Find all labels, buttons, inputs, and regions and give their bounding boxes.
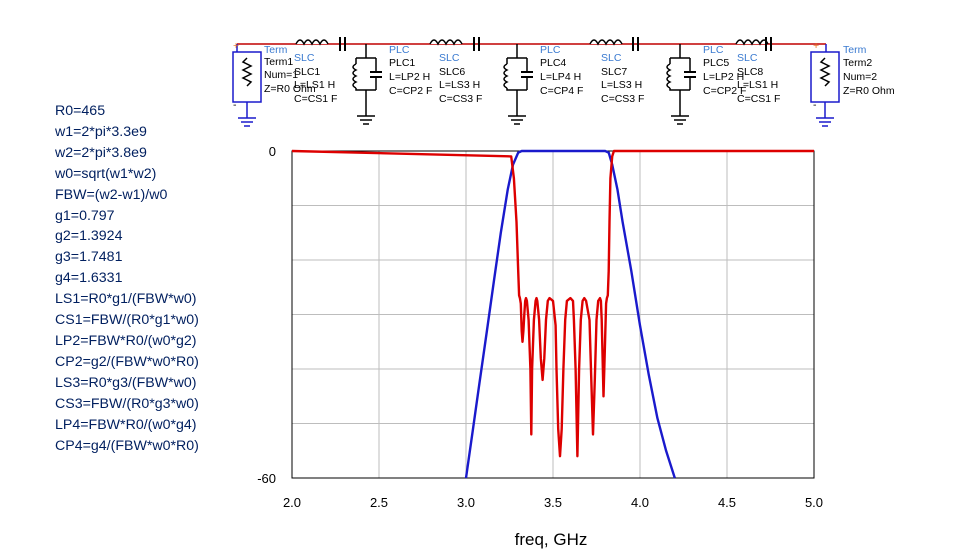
equation-line: g1=0.797 xyxy=(55,207,115,224)
y-tick-label: -60 xyxy=(257,471,276,486)
equation-line: CS1=FBW/(R0*g1*w0) xyxy=(55,312,199,329)
slc7-component[interactable] xyxy=(589,37,639,51)
slc8-name: SLC8 xyxy=(737,66,763,78)
equations-block: R0=465 w1=2*pi*3.3e9 w2=2*pi*3.8e9 w0=sq… xyxy=(55,101,295,456)
equation-line: g3=1.7481 xyxy=(55,249,123,266)
y-axis-ticks: 0 -60 xyxy=(257,144,276,486)
equation-line: R0=465 xyxy=(55,103,106,119)
equation-line: CP4=g4/(FBW*w0*R0) xyxy=(55,437,199,454)
plc1-type: PLC xyxy=(389,44,410,56)
plot-grid xyxy=(292,151,814,478)
slc7-c: C=CS3 F xyxy=(601,93,644,105)
x-tick-label: 2.0 xyxy=(283,495,301,510)
term2-plus: + xyxy=(813,40,819,52)
term1-component[interactable]: + - xyxy=(232,40,262,127)
equation-line: LS1=R0*g1/(FBW*w0) xyxy=(55,291,197,308)
plc4-name: PLC4 xyxy=(540,57,566,69)
term2-z: Z=R0 Ohm xyxy=(843,85,895,97)
plc1-c: C=CP2 F xyxy=(389,85,432,97)
term1-plus: + xyxy=(233,40,239,52)
x-tick-label: 4.5 xyxy=(718,495,736,510)
slc7-l: L=LS3 H xyxy=(601,79,642,91)
filter-schematic: + - Term Term1 Num=1 Z=R0 Ohm SLC SLC1 L… xyxy=(232,37,895,127)
slc8-type: SLC xyxy=(737,52,758,64)
term2-name: Term2 xyxy=(843,57,872,69)
plc1-name: PLC1 xyxy=(389,57,415,69)
x-tick-label: 4.0 xyxy=(631,495,649,510)
slc1-type: SLC xyxy=(294,52,315,64)
x-axis-ticks: 2.0 2.5 3.0 3.5 4.0 4.5 5.0 xyxy=(283,495,823,510)
slc6-l: L=LS3 H xyxy=(439,79,480,91)
x-tick-label: 3.0 xyxy=(457,495,475,510)
x-tick-label: 3.5 xyxy=(544,495,562,510)
slc7-name: SLC7 xyxy=(601,66,627,78)
slc1-name: SLC1 xyxy=(294,66,320,78)
series-line-red xyxy=(291,149,814,458)
slc7-type: SLC xyxy=(601,52,622,64)
plc5-component[interactable] xyxy=(666,44,696,125)
series-line-blue xyxy=(464,149,676,479)
term1-type: Term xyxy=(264,44,288,56)
equation-line: w1=2*pi*3.3e9 xyxy=(55,123,147,140)
plc5-c: C=CP2 F xyxy=(703,85,746,97)
plc1-component[interactable] xyxy=(352,44,382,125)
equation-line: CP2=g2/(FBW*w0*R0) xyxy=(55,353,199,370)
term2-num: Num=2 xyxy=(843,71,877,83)
plc5-type: PLC xyxy=(703,44,724,56)
y-tick-label: 0 xyxy=(269,144,276,159)
x-tick-label: 2.5 xyxy=(370,495,388,510)
slc8-component[interactable] xyxy=(735,37,772,51)
plc5-l: L=LP2 H xyxy=(703,71,744,83)
equation-line: w2=2*pi*3.8e9 xyxy=(55,144,147,161)
plc4-component[interactable] xyxy=(503,44,533,125)
equation-line: LP2=FBW*R0/(w0*g2) xyxy=(55,332,197,349)
slc1-c: C=CS1 F xyxy=(294,93,337,105)
term1-z: Z=R0 Ohm xyxy=(264,83,316,95)
equation-line: FBW=(w2-w1)/w0 xyxy=(55,186,168,203)
equation-line: w0=sqrt(w1*w2) xyxy=(55,165,157,182)
x-tick-label: 5.0 xyxy=(805,495,823,510)
plc4-c: C=CP4 F xyxy=(540,85,583,97)
slc8-l: L=LS1 H xyxy=(737,79,778,91)
equation-line: CS3=FBW/(R0*g3*w0) xyxy=(55,395,199,412)
equation-line: g4=1.6331 xyxy=(55,270,123,287)
slc6-type: SLC xyxy=(439,52,460,64)
term1-num: Num=1 xyxy=(264,69,298,81)
slc6-component[interactable] xyxy=(429,37,480,51)
slc1-component[interactable] xyxy=(295,37,346,51)
x-axis-label: freq, GHz xyxy=(515,530,588,549)
plc5-name: PLC5 xyxy=(703,57,729,69)
term2-minus: - xyxy=(813,99,817,111)
plc1-l: L=LP2 H xyxy=(389,71,430,83)
term2-type: Term xyxy=(843,44,867,56)
term1-name: Term1 xyxy=(264,56,293,68)
plc4-l: L=LP4 H xyxy=(540,71,581,83)
slc8-c: C=CS1 F xyxy=(737,93,780,105)
term2-component[interactable]: + - xyxy=(810,40,840,127)
slc6-name: SLC6 xyxy=(439,66,465,78)
plot-curves xyxy=(291,149,814,479)
term1-minus: - xyxy=(233,99,237,111)
slc1-l: L=LS1 H xyxy=(294,79,335,91)
equation-line: g2=1.3924 xyxy=(55,228,123,245)
equation-line: LP4=FBW*R0/(w0*g4) xyxy=(55,416,197,433)
equation-line: LS3=R0*g3/(FBW*w0) xyxy=(55,374,197,391)
plc4-type: PLC xyxy=(540,44,561,56)
slc6-c: C=CS3 F xyxy=(439,93,482,105)
